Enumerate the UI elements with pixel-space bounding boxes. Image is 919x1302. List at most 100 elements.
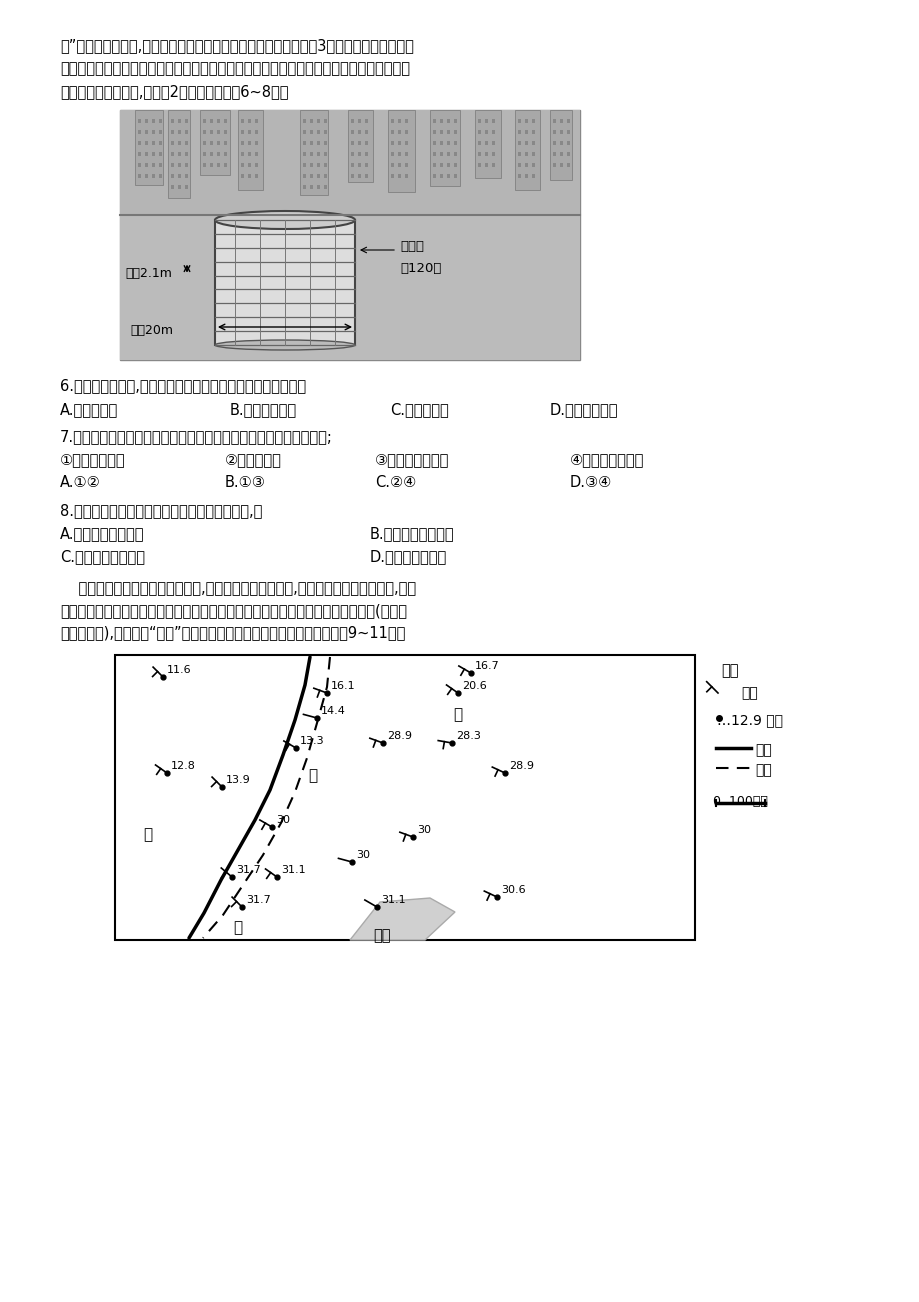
Bar — [398, 130, 401, 134]
Bar — [223, 152, 227, 156]
Bar — [317, 118, 320, 122]
Bar — [478, 152, 481, 156]
Text: ②周边人流量: ②周边人流量 — [225, 452, 281, 467]
Text: 在温度等其它因子相近的情况下,湿空气比干空气密度小,当干空气向湿空气移动时,会将: 在温度等其它因子相近的情况下,湿空气比干空气密度小,当干空气向湿空气移动时,会将 — [60, 581, 415, 596]
Bar — [351, 174, 354, 178]
Bar — [439, 141, 443, 145]
Bar — [310, 152, 312, 156]
Bar — [323, 118, 326, 122]
Bar — [566, 152, 570, 156]
Bar — [185, 141, 187, 145]
Bar — [248, 141, 251, 145]
Text: …12.9 温度: …12.9 温度 — [716, 713, 782, 727]
Bar — [525, 118, 528, 122]
Text: 海洋: 海洋 — [372, 928, 390, 943]
Bar — [203, 141, 206, 145]
Bar — [152, 163, 154, 167]
Text: 风矢: 风矢 — [740, 686, 757, 700]
Bar — [492, 152, 494, 156]
Bar — [210, 152, 213, 156]
Bar — [302, 174, 306, 178]
Bar — [550, 109, 572, 180]
Bar — [552, 152, 555, 156]
Bar — [248, 130, 251, 134]
Bar — [552, 141, 555, 145]
Bar — [217, 118, 220, 122]
Bar — [145, 174, 148, 178]
Bar — [566, 130, 570, 134]
Bar — [357, 130, 360, 134]
Bar — [302, 185, 306, 189]
Bar — [433, 152, 436, 156]
Text: 13.9: 13.9 — [226, 775, 251, 785]
Bar — [484, 163, 487, 167]
Text: 上百辆汽车。这类停车场适合建在老旧小区的空隙绿地、中庭空地及城市边角绿地，采用智: 上百辆汽车。这类停车场适合建在老旧小区的空隙绿地、中庭空地及城市边角绿地，采用智 — [60, 61, 410, 76]
Bar — [478, 163, 481, 167]
Bar — [255, 141, 257, 145]
Bar — [404, 130, 407, 134]
Bar — [439, 152, 443, 156]
Bar — [145, 118, 148, 122]
Bar — [241, 130, 244, 134]
Bar — [398, 174, 401, 178]
Text: 直剤20m: 直剤20m — [130, 324, 173, 337]
Bar — [145, 163, 148, 167]
Bar — [145, 130, 148, 134]
Text: 0  100千米: 0 100千米 — [712, 796, 767, 809]
Bar — [177, 141, 181, 145]
Bar — [453, 174, 457, 178]
Bar — [484, 141, 487, 145]
Bar — [310, 174, 312, 178]
Bar — [159, 118, 162, 122]
Bar — [531, 163, 535, 167]
Bar — [433, 163, 436, 167]
Bar — [302, 118, 306, 122]
Bar — [484, 152, 487, 156]
Bar — [357, 174, 360, 178]
Bar — [185, 163, 187, 167]
Bar — [365, 118, 368, 122]
Bar — [365, 152, 368, 156]
Bar — [177, 118, 181, 122]
Bar — [531, 174, 535, 178]
Text: 丙: 丙 — [452, 707, 461, 723]
Text: B.①③: B.①③ — [225, 475, 266, 490]
Bar — [560, 163, 562, 167]
Bar — [300, 109, 328, 195]
Bar — [159, 163, 162, 167]
Text: C.建设成本低: C.建设成本低 — [390, 402, 448, 417]
Bar — [447, 141, 449, 145]
Text: 8.城市中建设大量沉井式地下圆筒形立体停车库,可: 8.城市中建设大量沉井式地下圆筒形立体停车库,可 — [60, 503, 262, 518]
Text: C.解决交通拥堵难题: C.解决交通拥堵难题 — [60, 549, 145, 564]
Bar — [484, 130, 487, 134]
Bar — [241, 163, 244, 167]
Text: 28.3: 28.3 — [456, 730, 481, 741]
Bar — [323, 130, 326, 134]
Bar — [210, 118, 213, 122]
Text: 30: 30 — [356, 850, 369, 861]
Bar — [439, 130, 443, 134]
Text: 28.9: 28.9 — [508, 760, 533, 771]
Text: 30: 30 — [276, 815, 289, 825]
Bar — [453, 118, 457, 122]
Bar — [248, 118, 251, 122]
Text: 甲: 甲 — [142, 827, 152, 842]
Bar — [152, 174, 154, 178]
Bar — [119, 109, 579, 359]
Bar — [119, 215, 579, 359]
Bar — [391, 118, 393, 122]
Text: 湿空气强迫抬升，形成类似冷锋的天气过程。这类锋线过境会出现湿度的显著下降(温度不: 湿空气强迫抬升，形成类似冷锋的天气过程。这类锋线过境会出现湿度的显著下降(温度不 — [60, 603, 406, 618]
Bar — [177, 174, 181, 178]
Bar — [159, 130, 162, 134]
Bar — [525, 174, 528, 178]
Text: 7.沉井式地下圆筒形立体停车库在施工过程中需要考虑的主要问题是;: 7.沉井式地下圆筒形立体停车库在施工过程中需要考虑的主要问题是; — [60, 428, 333, 444]
Bar — [439, 118, 443, 122]
Bar — [357, 152, 360, 156]
Bar — [447, 130, 449, 134]
Bar — [439, 174, 443, 178]
Bar — [525, 141, 528, 145]
Bar — [453, 141, 457, 145]
Bar — [492, 118, 494, 122]
Bar — [317, 141, 320, 145]
Text: 16.7: 16.7 — [474, 661, 499, 671]
